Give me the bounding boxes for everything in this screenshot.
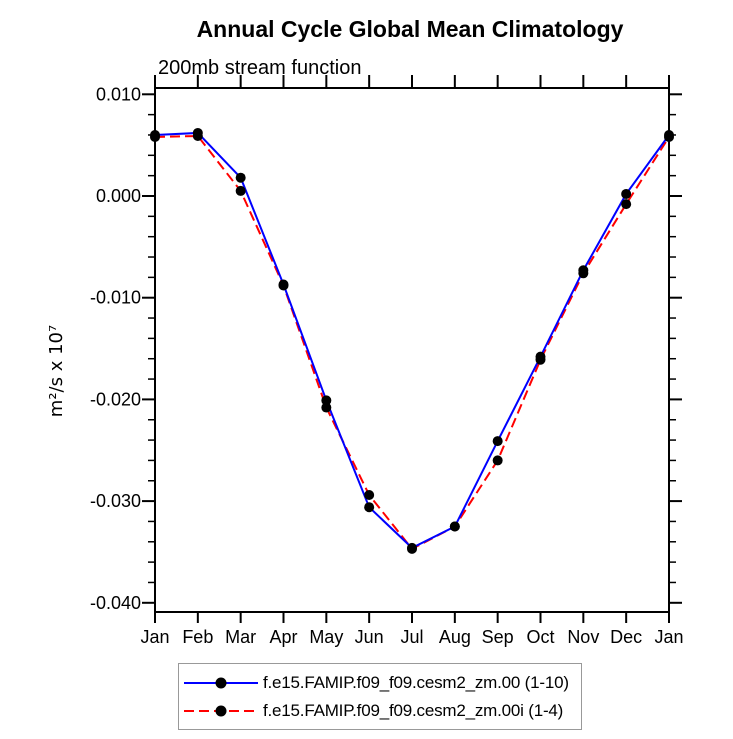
- svg-text:Aug: Aug: [439, 627, 471, 647]
- series-line-solid: [154, 131, 670, 550]
- svg-text:Nov: Nov: [567, 627, 599, 647]
- svg-text:-0.040: -0.040: [90, 593, 141, 613]
- x-tick-labels: Jan Feb Mar Apr May Jun Jul Aug Sep Oct Nov Dec Jan: [140, 627, 683, 647]
- series-markers: [150, 127, 674, 553]
- legend-solid-line-icon: [184, 677, 258, 688]
- chart-title: Annual Cycle Global Mean Climatology: [196, 16, 624, 42]
- svg-text:0.000: 0.000: [96, 186, 141, 206]
- axis-box: [154, 87, 670, 613]
- svg-text:Jul: Jul: [400, 627, 423, 647]
- series-markers: [150, 130, 674, 554]
- legend-dashed-line-icon: [184, 705, 258, 716]
- svg-text:-0.020: -0.020: [90, 389, 141, 409]
- svg-text:Feb: Feb: [182, 627, 213, 647]
- svg-text:-0.030: -0.030: [90, 491, 141, 511]
- series-line-dashed: [154, 134, 670, 551]
- y-minor-ticks: [148, 113, 676, 584]
- svg-text:Sep: Sep: [482, 627, 514, 647]
- svg-text:May: May: [309, 627, 343, 647]
- svg-text:Apr: Apr: [269, 627, 297, 647]
- svg-text:Jan: Jan: [140, 627, 169, 647]
- svg-text:0.010: 0.010: [96, 84, 141, 104]
- svg-text:Oct: Oct: [526, 627, 554, 647]
- legend-item: f.e15.FAMIP.f09_f09.cesm2_zm.00 (1-10): [182, 669, 581, 697]
- svg-text:Jun: Jun: [355, 627, 384, 647]
- svg-text:Jan: Jan: [654, 627, 683, 647]
- y-tick-labels: 0.010 0.000 -0.010 -0.020 -0.030 -0.040: [90, 84, 141, 613]
- axis-ticks: [142, 75, 682, 623]
- svg-text:Mar: Mar: [225, 627, 256, 647]
- legend-box: f.e15.FAMIP.f09_f09.cesm2_zm.00 (1-10) f…: [178, 663, 582, 730]
- svg-text:Dec: Dec: [610, 627, 642, 647]
- legend-label: f.e15.FAMIP.f09_f09.cesm2_zm.00 (1-10): [263, 672, 569, 692]
- legend-item: f.e15.FAMIP.f09_f09.cesm2_zm.00i (1-4): [182, 697, 581, 725]
- chart-subtitle: 200mb stream function: [158, 57, 362, 79]
- svg-text:-0.010: -0.010: [90, 288, 141, 308]
- legend-label: f.e15.FAMIP.f09_f09.cesm2_zm.00i (1-4): [263, 700, 564, 720]
